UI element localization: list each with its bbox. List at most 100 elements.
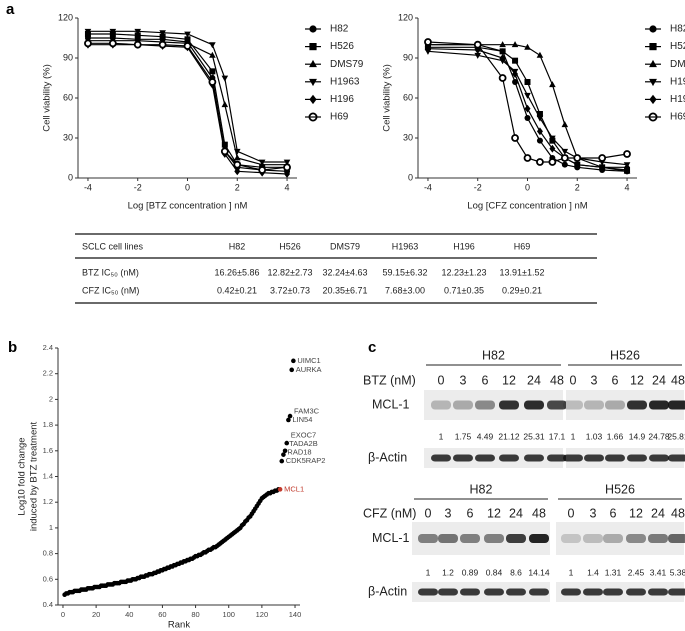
- point-label: FAM3C: [294, 406, 320, 415]
- band: [431, 400, 451, 410]
- lane-label: 48: [532, 506, 546, 520]
- y-tick-label: 1: [49, 523, 53, 532]
- lane-label: 24: [527, 373, 541, 387]
- x-tick-label: 0: [185, 182, 190, 192]
- quant-label: 2.45: [628, 567, 645, 577]
- lane-label: 48: [671, 506, 685, 520]
- band: [418, 534, 438, 543]
- table-cell: H196: [453, 241, 475, 251]
- band: [627, 400, 647, 410]
- table-cell: 3.72±0.73: [270, 285, 310, 295]
- data-point: [524, 43, 531, 50]
- table-cell: BTZ IC₅₀ (nM): [82, 267, 139, 277]
- data-point: [233, 148, 241, 155]
- cell-line-label: H526: [610, 348, 640, 362]
- band: [626, 588, 646, 596]
- data-point: [258, 159, 266, 166]
- lane-label: 48: [550, 373, 564, 387]
- x-tick-label: 2: [235, 182, 240, 192]
- y-axis-label: Cell viability (%): [42, 64, 53, 132]
- data-point: [258, 166, 267, 174]
- band: [603, 588, 623, 596]
- table-cell: 13.91±1.52: [500, 267, 545, 277]
- band: [627, 454, 647, 462]
- data-point: [134, 32, 141, 39]
- band: [438, 588, 458, 596]
- lane-label: 48: [671, 373, 685, 387]
- quant-label: 14.9: [629, 431, 646, 441]
- band: [547, 400, 567, 410]
- data-point: [499, 54, 506, 62]
- band: [460, 534, 480, 543]
- table-cell: 59.15±6.32: [383, 267, 428, 277]
- point-label: CDK5RAP2: [286, 456, 326, 465]
- data-point: [221, 75, 229, 82]
- control-label: β-Actin: [368, 450, 407, 464]
- band: [563, 454, 583, 462]
- band: [499, 454, 519, 462]
- data-point: [524, 92, 531, 99]
- quant-label: 1.4: [587, 567, 599, 577]
- table-cell: 12.82±2.73: [268, 267, 313, 277]
- data-point: [291, 358, 296, 364]
- data-point: [184, 31, 191, 38]
- point-label: MCL1: [284, 484, 304, 493]
- legend-label: H196: [670, 94, 685, 105]
- point-label: AURKA: [296, 365, 322, 374]
- legend-label: H82: [330, 24, 349, 35]
- data-point: [209, 68, 216, 75]
- data-point: [474, 52, 482, 59]
- band: [453, 400, 473, 410]
- lane-label: 6: [482, 373, 489, 387]
- lane-label: 12: [629, 506, 643, 520]
- data-point: [84, 39, 92, 48]
- x-tick-label: -2: [134, 182, 142, 192]
- band: [584, 454, 604, 462]
- treatment-label: BTZ (nM): [363, 373, 416, 387]
- panel-label: a: [6, 1, 15, 18]
- x-tick-label: 4: [625, 182, 630, 192]
- legend-label: H526: [330, 41, 354, 52]
- band: [506, 588, 526, 596]
- x-tick-label: 120: [256, 610, 269, 619]
- band: [649, 454, 669, 462]
- data-point: [286, 417, 291, 423]
- series-line: [88, 40, 287, 166]
- data-point: [561, 161, 568, 168]
- y-tick-label: 0.6: [43, 574, 53, 583]
- table-cell: H69: [514, 241, 531, 251]
- data-point: [549, 135, 556, 142]
- data-point: [524, 79, 531, 85]
- quant-label: 25.31: [523, 431, 545, 441]
- quant-label: 0.89: [462, 567, 479, 577]
- data-point: [220, 147, 229, 156]
- quant-label: 3.41: [650, 567, 667, 577]
- series-line: [88, 37, 288, 172]
- table-cell: 7.68±3.00: [385, 285, 425, 295]
- x-tick-label: 140: [289, 610, 302, 619]
- data-point: [524, 104, 531, 113]
- band: [460, 588, 480, 596]
- quant-label: 17.1: [549, 431, 566, 441]
- legend-label: H69: [330, 112, 349, 123]
- legend-label: DMS79: [670, 59, 685, 70]
- lane-label: 24: [509, 506, 523, 520]
- band: [605, 400, 625, 410]
- data-point: [536, 51, 544, 58]
- table-cell: 12.23±1.23: [442, 267, 487, 277]
- lane-label: 24: [652, 373, 666, 387]
- data-point: [512, 70, 519, 78]
- band: [547, 454, 567, 462]
- table-cell: 0.29±0.21: [502, 285, 542, 295]
- y-tick-label: 60: [403, 92, 413, 102]
- data-point: [277, 487, 283, 492]
- data-point: [623, 150, 631, 158]
- data-point: [183, 42, 192, 50]
- quant-label: 24.78: [648, 431, 670, 441]
- lane-label: 0: [425, 506, 432, 520]
- data-point: [598, 154, 607, 162]
- quant-label: 14.14: [528, 567, 550, 577]
- table-cell: H82: [229, 241, 246, 251]
- lane-label: 0: [568, 506, 575, 520]
